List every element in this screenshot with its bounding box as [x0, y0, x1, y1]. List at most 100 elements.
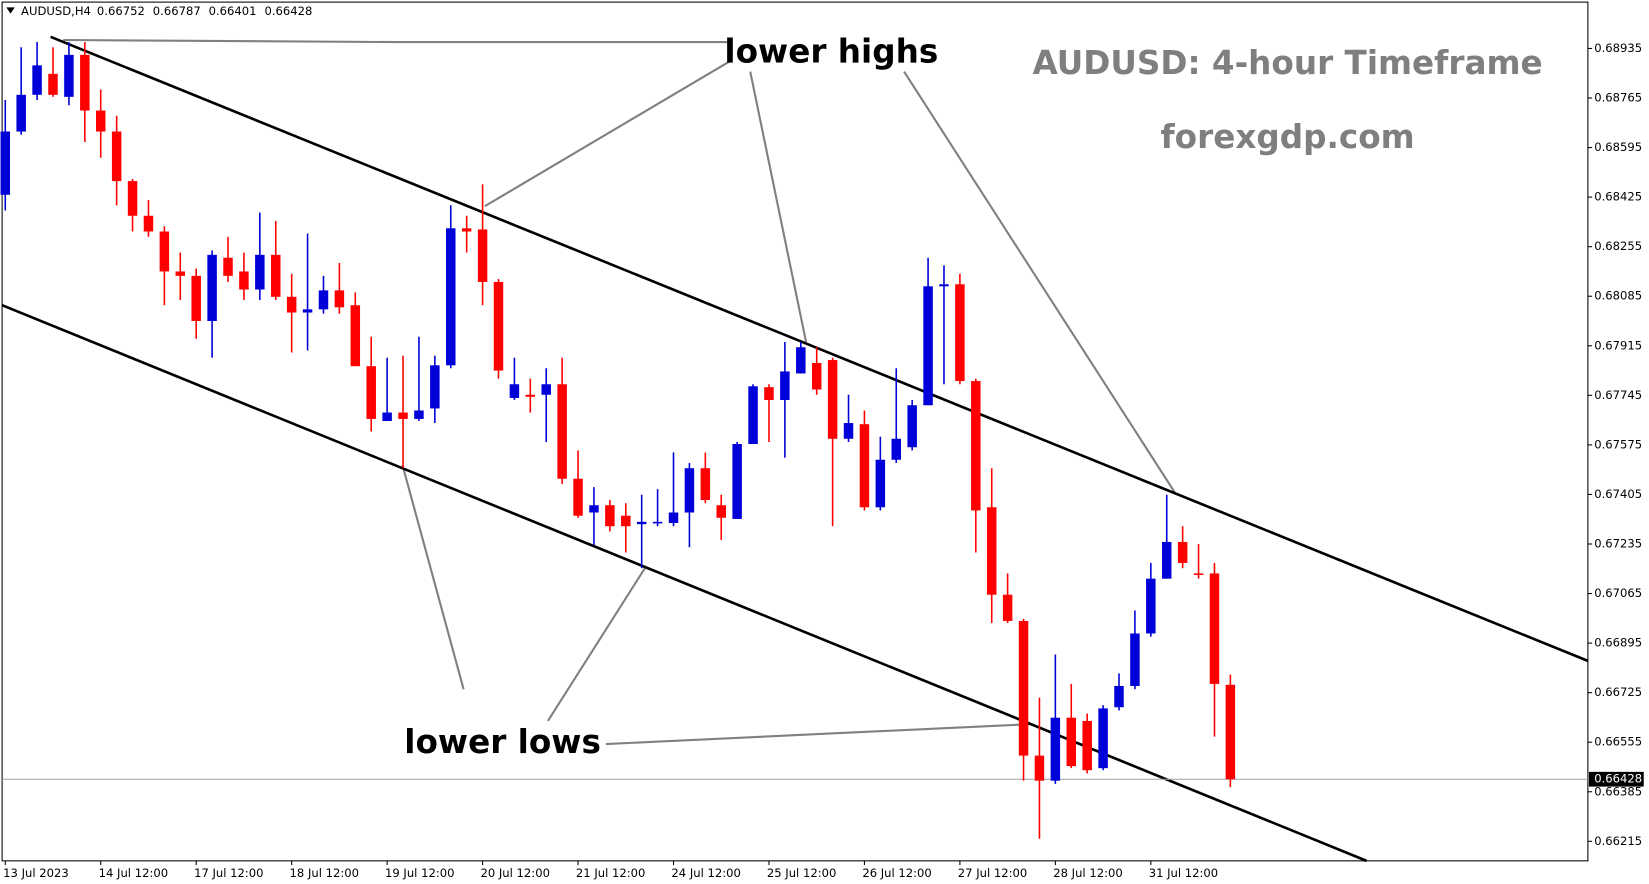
y-tick-label: 0.66215 — [1594, 834, 1642, 848]
candle-body — [271, 254, 281, 297]
candle-body — [334, 290, 345, 308]
candle-body — [541, 384, 551, 395]
candle-body — [971, 381, 981, 511]
candle-body — [827, 360, 838, 439]
candle-body — [48, 73, 58, 95]
candle-body — [668, 512, 679, 524]
symbol: AUDUSD,H4 — [21, 4, 91, 18]
y-tick-label: 0.68595 — [1594, 140, 1642, 154]
candle-body — [1161, 541, 1172, 579]
x-tick-label: 17 Jul 12:00 — [194, 866, 263, 880]
header-value: 0.66428 — [264, 4, 312, 18]
symbol-arrow — [6, 7, 15, 14]
pointer-line — [547, 567, 646, 722]
pointer-line — [63, 38, 728, 44]
x-tick-label: 24 Jul 12:00 — [671, 866, 740, 880]
pointer-lines — [63, 38, 1176, 746]
x-tick-label: 13 Jul 2023 — [3, 866, 69, 880]
pointer-line — [484, 60, 731, 208]
plot-frame — [1, 1, 1589, 862]
candle-body — [1018, 620, 1029, 756]
y-tick-label: 0.67915 — [1594, 338, 1642, 352]
candle-body — [939, 284, 949, 287]
candle-body — [1114, 685, 1124, 708]
candle-body — [143, 215, 154, 232]
candle-body — [955, 284, 965, 382]
candle-body — [1209, 573, 1220, 684]
channel — [1, 35, 1589, 863]
candle-body — [446, 228, 456, 366]
channel-upper — [50, 35, 1589, 663]
candle-body — [652, 521, 663, 524]
y-tick-label: 0.66555 — [1594, 735, 1642, 749]
y-tick-label: 0.67575 — [1594, 437, 1642, 451]
x-tick-label: 26 Jul 12:00 — [862, 866, 931, 880]
x-tick-label: 31 Jul 12:00 — [1149, 866, 1218, 880]
candle-body — [1098, 708, 1108, 769]
candle-body — [525, 394, 536, 397]
candle-body — [239, 271, 249, 290]
annotation: lower highs — [724, 33, 938, 71]
y-tick-label: 0.68935 — [1594, 41, 1642, 55]
candle-body — [111, 131, 122, 182]
candle-body — [430, 365, 440, 409]
candle-body — [350, 305, 361, 367]
header-value: 0.66787 — [153, 4, 201, 18]
candle-body — [32, 65, 42, 95]
candle-body — [509, 384, 520, 398]
candles — [0, 42, 1236, 839]
candle-body — [127, 181, 138, 216]
candle-body — [366, 366, 376, 419]
header-value: 0.66401 — [209, 4, 257, 18]
candle-body — [493, 281, 504, 371]
candle-body — [1193, 573, 1204, 576]
candle-body — [875, 459, 886, 508]
y-tick-label: 0.66725 — [1594, 685, 1642, 699]
candle-body — [95, 110, 106, 132]
pointer-line — [605, 722, 1033, 746]
candle-body — [1225, 684, 1236, 780]
candle-body — [1177, 541, 1188, 563]
candle-body — [175, 271, 186, 276]
x-tick-label: 21 Jul 12:00 — [576, 866, 645, 880]
candle-body — [986, 507, 997, 595]
pointer-line — [401, 464, 465, 690]
candle-body — [859, 424, 870, 508]
candle-body — [16, 94, 26, 132]
last-price-label: 0.66428 — [1594, 772, 1642, 786]
candle-body — [286, 296, 297, 313]
y-tick-label: 0.68255 — [1594, 239, 1642, 253]
candle-body — [557, 384, 567, 479]
candle-body — [398, 412, 408, 419]
x-tick-label: 28 Jul 12:00 — [1053, 866, 1122, 880]
candle-body — [891, 438, 901, 460]
x-tick-label: 19 Jul 12:00 — [385, 866, 454, 880]
candle-body — [64, 54, 74, 97]
candle-body — [589, 505, 599, 513]
last-price-tag — [1588, 771, 1644, 787]
x-tick-label: 20 Jul 12:00 — [480, 866, 549, 880]
pointer-line — [903, 70, 1176, 494]
candle-body — [780, 371, 790, 400]
candle-body — [811, 362, 822, 390]
candle-body — [573, 478, 583, 516]
candle-body — [843, 423, 854, 439]
candle-body — [684, 468, 695, 513]
candle-body — [1002, 594, 1013, 621]
y-tick-label: 0.66895 — [1594, 636, 1642, 650]
candle-body — [255, 254, 265, 290]
y-tick-label: 0.67065 — [1594, 586, 1642, 600]
candle-body — [1066, 717, 1077, 767]
candle-body — [414, 410, 424, 419]
y-tick-label: 0.66385 — [1594, 784, 1642, 798]
candle-body — [700, 468, 711, 500]
candle-body — [318, 290, 329, 310]
y-tick-label: 0.67235 — [1594, 536, 1642, 550]
y-tick-label: 0.67745 — [1594, 388, 1642, 402]
channel-lower — [1, 303, 1368, 863]
candle-body — [907, 405, 917, 448]
chart-title: AUDUSD: 4-hour Timeframe — [1033, 44, 1543, 82]
candle-body — [302, 309, 313, 313]
